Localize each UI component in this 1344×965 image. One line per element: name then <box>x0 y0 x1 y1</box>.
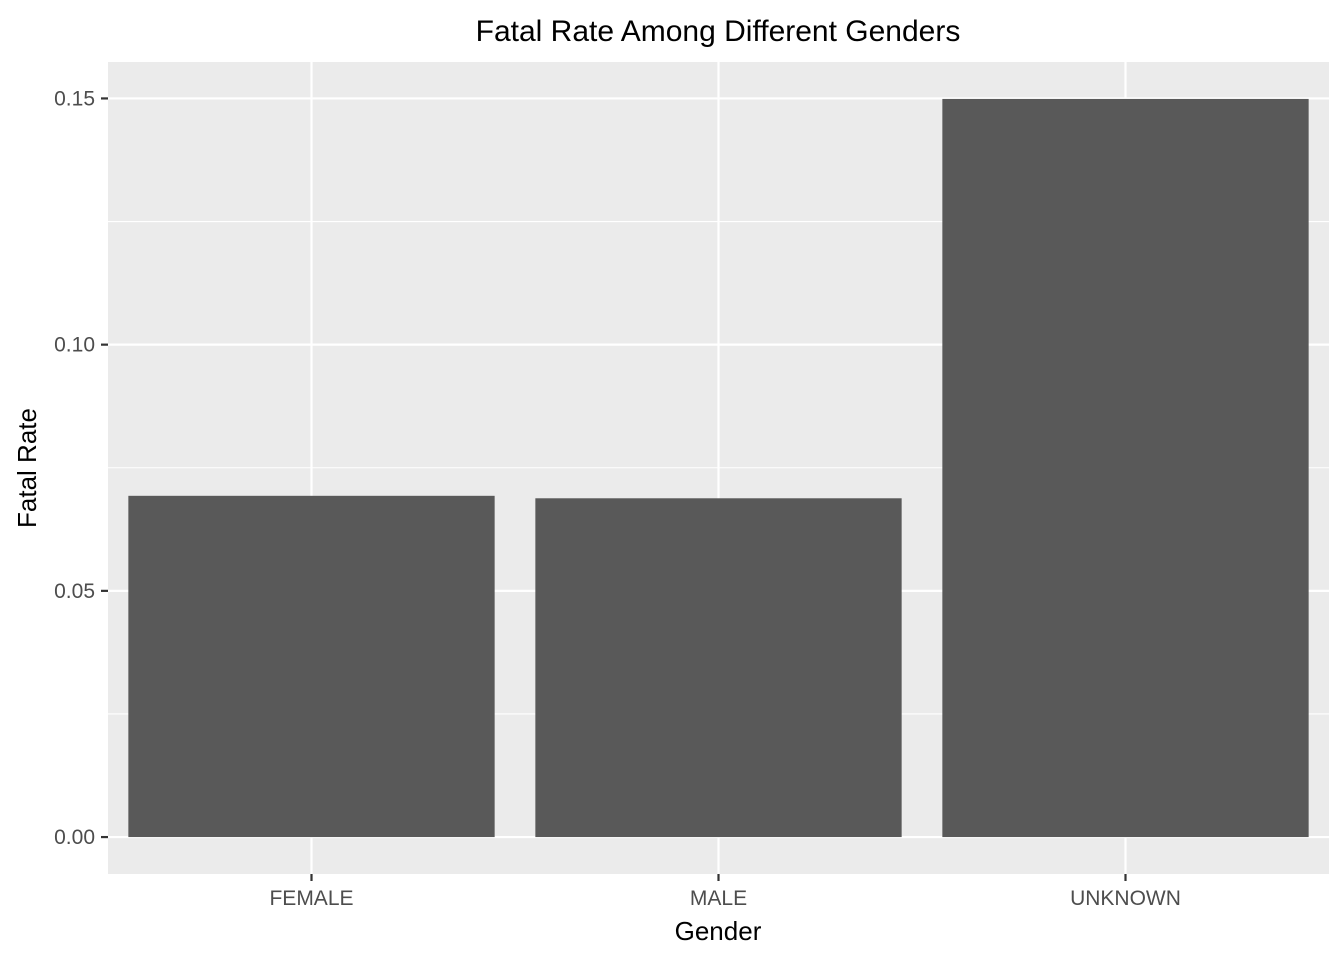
x-tick-label: MALE <box>690 887 747 910</box>
bar-female <box>128 495 495 838</box>
y-tick-label: 0.00 <box>54 826 95 849</box>
axes: 0.00 0.05 0.10 0.15 FEMALE MALE UNKNOWN <box>54 87 1181 910</box>
x-tick-label: UNKNOWN <box>1070 887 1181 910</box>
bars <box>128 98 1309 838</box>
y-tick-label: 0.15 <box>54 87 95 110</box>
y-tick-label: 0.10 <box>54 334 95 357</box>
y-tick-label: 0.05 <box>54 580 95 603</box>
bar-unknown <box>942 98 1309 838</box>
x-axis-label: Gender <box>675 916 762 946</box>
chart-title: Fatal Rate Among Different Genders <box>476 15 961 48</box>
y-axis-label: Fatal Rate <box>12 408 42 528</box>
x-tick-label: FEMALE <box>269 887 353 910</box>
bar-male <box>535 498 902 838</box>
